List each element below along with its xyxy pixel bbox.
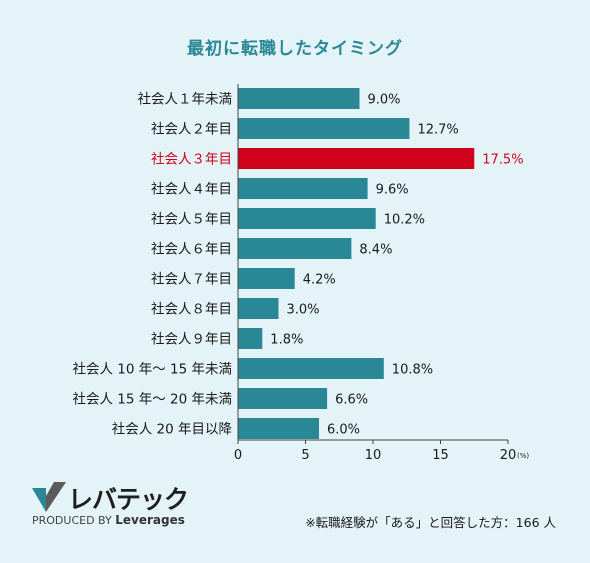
bar-10 (238, 388, 328, 409)
checkmark-logo-icon (32, 482, 66, 512)
x-tick-label-2: 10 (365, 448, 382, 463)
logo-tagline-brand: Leverages (115, 513, 185, 527)
footnote: ※転職経験が「ある」と回答した方：166 人 (305, 515, 556, 530)
company-logo: レバテック PRODUCED BY Leverages (32, 478, 202, 534)
x-tick-label-1: 5 (301, 448, 309, 463)
x-tick-label-3: 15 (432, 448, 449, 463)
logo-tagline-prefix: PRODUCED BY (32, 514, 112, 527)
value-label-6: 4.2% (303, 273, 336, 288)
value-label-9: 10.8% (392, 363, 433, 378)
category-label-0: 社会人１年未満 (138, 92, 233, 108)
bar-chart: 社会人１年未満 9.0% 社会人２年目 12.7% 社会人３年目 17.5% 社会人４年目 9… (72, 84, 529, 463)
chart-title: 最初に転職したタイミング (187, 39, 403, 59)
value-label-5: 8.4% (359, 243, 392, 258)
value-label-10: 6.6% (335, 393, 368, 408)
category-label-3: 社会人４年目 (151, 182, 232, 198)
logo-wordmark: レバテック (68, 485, 189, 514)
bar-9 (238, 358, 384, 379)
bar-0 (238, 88, 360, 109)
bar-3 (238, 178, 368, 199)
x-unit-label: (%) (517, 452, 529, 460)
category-label-6: 社会人７年目 (151, 272, 232, 288)
x-tick-label-4: 20 (500, 448, 517, 463)
bar-2 (238, 148, 475, 169)
x-tick-label-0: 0 (234, 448, 242, 463)
value-label-8: 1.8% (270, 333, 303, 348)
category-label-9: 社会人 10 年〜 15 年未満 (72, 362, 232, 378)
category-label-1: 社会人２年目 (151, 122, 232, 138)
category-label-4: 社会人５年目 (151, 212, 232, 228)
category-label-11: 社会人 20 年目以降 (112, 422, 233, 438)
value-label-4: 10.2% (384, 213, 425, 228)
category-label-2: 社会人３年目 (151, 152, 232, 168)
category-label-8: 社会人９年目 (151, 332, 232, 348)
bar-7 (238, 298, 279, 319)
category-label-7: 社会人８年目 (151, 302, 232, 318)
category-label-10: 社会人 15 年〜 20 年未満 (72, 392, 232, 408)
bar-8 (238, 328, 263, 349)
bar-5 (238, 238, 352, 259)
bar-11 (238, 418, 319, 439)
value-label-2: 17.5% (482, 153, 523, 168)
value-label-1: 12.7% (417, 123, 458, 138)
bar-1 (238, 118, 410, 139)
category-label-5: 社会人６年目 (151, 242, 232, 258)
bar-4 (238, 208, 376, 229)
value-label-11: 6.0% (327, 423, 360, 438)
value-label-0: 9.0% (368, 93, 401, 108)
logo-tagline: PRODUCED BY Leverages (32, 513, 185, 527)
value-label-7: 3.0% (287, 303, 320, 318)
value-label-3: 9.6% (376, 183, 409, 198)
bar-6 (238, 268, 295, 289)
